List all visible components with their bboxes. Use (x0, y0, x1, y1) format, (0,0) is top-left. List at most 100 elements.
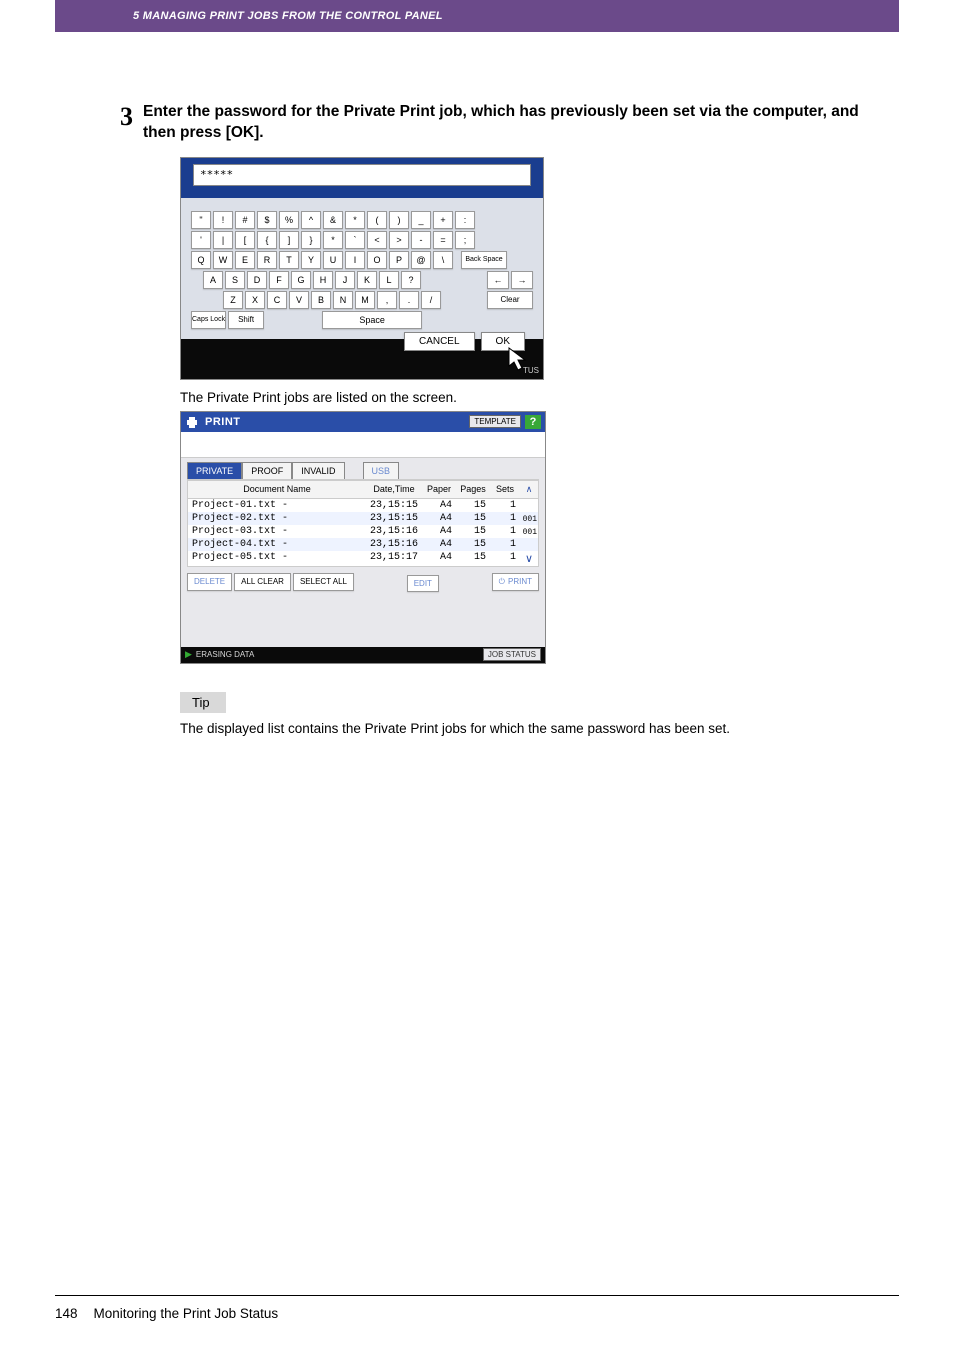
key-rbrace[interactable]: } (301, 231, 321, 249)
key-star2[interactable]: * (323, 231, 343, 249)
key-hash[interactable]: # (235, 211, 255, 229)
cell-paper: A4 (422, 551, 456, 566)
key-h[interactable]: H (313, 271, 333, 289)
key-x[interactable]: X (245, 291, 265, 309)
tab-proof[interactable]: PROOF (242, 462, 292, 479)
key-lparen[interactable]: ( (367, 211, 387, 229)
job-status-button[interactable]: JOB STATUS (483, 648, 541, 661)
key-excl[interactable]: ! (213, 211, 233, 229)
key-qmark[interactable]: ? (401, 271, 421, 289)
key-plus[interactable]: + (433, 211, 453, 229)
key-s[interactable]: S (225, 271, 245, 289)
tab-private[interactable]: PRIVATE (187, 462, 242, 479)
table-row[interactable]: Project-03.txt - 23,15:16 A4 15 1 (188, 525, 538, 538)
key-w[interactable]: W (213, 251, 233, 269)
key-z[interactable]: Z (223, 291, 243, 309)
table-row[interactable]: Project-05.txt - 23,15:17 A4 15 1 ∨ (188, 551, 538, 566)
print-actions: DELETE ALL CLEAR SELECT ALL EDIT ⏻ PRINT (181, 567, 545, 591)
key-d[interactable]: D (247, 271, 267, 289)
key-c[interactable]: C (267, 291, 287, 309)
key-m[interactable]: M (355, 291, 375, 309)
key-apos[interactable]: ' (191, 231, 211, 249)
key-clear[interactable]: Clear (487, 291, 533, 309)
key-arrow-left[interactable]: ← (487, 271, 509, 289)
key-rbracket[interactable]: ] (279, 231, 299, 249)
key-rparen[interactable]: ) (389, 211, 409, 229)
select-all-button[interactable]: SELECT ALL (293, 573, 354, 591)
key-k[interactable]: K (357, 271, 377, 289)
table-header: Document Name Date,Time Paper Pages Sets… (188, 480, 538, 499)
table-row[interactable]: Project-02.txt - 23,15:15 A4 15 1 (188, 512, 538, 525)
step-row: 3 Enter the password for the Private Pri… (120, 102, 894, 144)
key-g[interactable]: G (291, 271, 311, 289)
keyboard-row-4: A S D F G H J K L ? ← → (191, 271, 533, 289)
scroll-down-icon[interactable]: ∨ (520, 551, 538, 566)
key-backtick[interactable]: ` (345, 231, 365, 249)
key-o[interactable]: O (367, 251, 387, 269)
key-lt[interactable]: < (367, 231, 387, 249)
cell-dt: 23,15:15 (366, 512, 422, 525)
key-colon[interactable]: : (455, 211, 475, 229)
keyboard-row-2: ' | [ { ] } * ` < > - = ; (191, 231, 533, 249)
key-b[interactable]: B (311, 291, 331, 309)
cancel-button[interactable]: CANCEL (404, 332, 475, 351)
print-statusbar: ▶ ERASING DATA JOB STATUS (181, 647, 545, 663)
key-arrow-right[interactable]: → (511, 271, 533, 289)
key-e[interactable]: E (235, 251, 255, 269)
key-amp[interactable]: & (323, 211, 343, 229)
keyboard-panel: ***** " ! # $ % ^ & * ( ) _ + : ' | [ (180, 157, 544, 380)
key-r[interactable]: R (257, 251, 277, 269)
key-minus[interactable]: - (411, 231, 431, 249)
help-button[interactable]: ? (525, 415, 541, 429)
key-eq[interactable]: = (433, 231, 453, 249)
key-under[interactable]: _ (411, 211, 431, 229)
key-slash[interactable]: / (421, 291, 441, 309)
page-number: 148 (55, 1306, 78, 1321)
key-at[interactable]: @ (411, 251, 431, 269)
edit-button[interactable]: EDIT (407, 575, 439, 592)
tab-usb[interactable]: USB (363, 462, 400, 479)
key-bslash[interactable]: \ (433, 251, 453, 269)
key-period[interactable]: . (399, 291, 419, 309)
delete-button[interactable]: DELETE (187, 573, 232, 591)
print-button[interactable]: ⏻ PRINT (492, 573, 539, 591)
key-f[interactable]: F (269, 271, 289, 289)
key-l[interactable]: L (379, 271, 399, 289)
key-caret[interactable]: ^ (301, 211, 321, 229)
key-y[interactable]: Y (301, 251, 321, 269)
key-lbrace[interactable]: { (257, 231, 277, 249)
key-j[interactable]: J (335, 271, 355, 289)
key-capslock[interactable]: Caps Lock (191, 311, 226, 329)
password-input[interactable]: ***** (193, 164, 531, 186)
key-u[interactable]: U (323, 251, 343, 269)
cell-sets: 1 (490, 551, 520, 566)
key-quote[interactable]: " (191, 211, 211, 229)
key-percent[interactable]: % (279, 211, 299, 229)
key-gt[interactable]: > (389, 231, 409, 249)
key-v[interactable]: V (289, 291, 309, 309)
key-dollar[interactable]: $ (257, 211, 277, 229)
key-semi[interactable]: ; (455, 231, 475, 249)
keyboard-row-3: Q W E R T Y U I O P @ \ Back Space (191, 251, 533, 269)
col-scroll-up[interactable]: ∧ (520, 480, 538, 499)
cell-sets: 1 (490, 525, 520, 538)
tab-invalid[interactable]: INVALID (292, 462, 344, 479)
key-t[interactable]: T (279, 251, 299, 269)
cell-dt: 23,15:15 (366, 499, 422, 512)
key-pipe[interactable]: | (213, 231, 233, 249)
table-row[interactable]: Project-04.txt - 23,15:16 A4 15 1 (188, 538, 538, 551)
key-q[interactable]: Q (191, 251, 211, 269)
key-space[interactable]: Space (322, 311, 422, 329)
key-comma[interactable]: , (377, 291, 397, 309)
table-row[interactable]: Project-01.txt - 23,15:15 A4 15 1 (188, 499, 538, 512)
key-backspace[interactable]: Back Space (461, 251, 507, 269)
template-button[interactable]: TEMPLATE (469, 415, 521, 428)
key-a[interactable]: A (203, 271, 223, 289)
key-n[interactable]: N (333, 291, 353, 309)
key-lbracket[interactable]: [ (235, 231, 255, 249)
key-shift[interactable]: Shift (228, 311, 264, 329)
key-i[interactable]: I (345, 251, 365, 269)
key-star[interactable]: * (345, 211, 365, 229)
all-clear-button[interactable]: ALL CLEAR (234, 573, 291, 591)
key-p[interactable]: P (389, 251, 409, 269)
